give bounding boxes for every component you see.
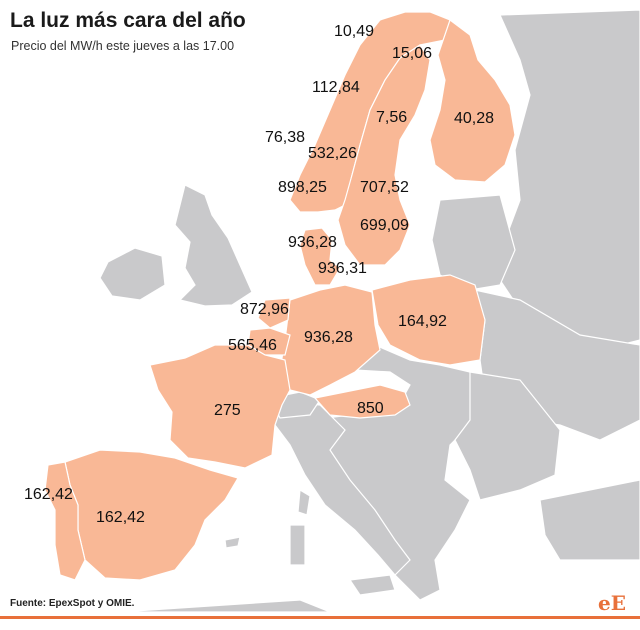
bottom-rule <box>0 616 640 619</box>
price-label-norway-south: 898,25 <box>278 179 327 196</box>
background-land <box>99 9 640 613</box>
price-label-sweden-north: 7,56 <box>376 109 408 126</box>
land-sicily <box>348 574 396 596</box>
chart-subtitle: Precio del MW/h este jueves a las 17.00 <box>11 39 235 53</box>
land-uk <box>174 184 253 307</box>
price-label-sweden-south: 707,52 <box>360 179 409 196</box>
region-portugal <box>44 461 86 581</box>
price-label-finland: 40,28 <box>454 110 495 127</box>
land-africa <box>119 599 331 613</box>
region-france <box>149 344 291 469</box>
region-spain <box>64 449 239 581</box>
price-label-norway-central: 532,26 <box>308 145 357 162</box>
land-baltics <box>431 194 516 291</box>
region-austria <box>313 384 411 419</box>
region-poland <box>371 274 486 366</box>
price-label-norway-north-a: 10,49 <box>334 23 375 40</box>
land-corsica <box>297 488 311 516</box>
chart-title: La luz más cara del año <box>10 9 246 32</box>
price-label-germany: 936,28 <box>304 329 353 346</box>
price-label-austria: 850 <box>357 400 384 417</box>
region-denmark <box>299 227 341 286</box>
region-sweden <box>337 44 431 266</box>
price-label-norway-north-b: 15,06 <box>392 45 433 62</box>
price-label-norway-mid: 112,84 <box>312 79 360 96</box>
land-balearic <box>224 536 241 549</box>
price-label-portugal: 162,42 <box>24 486 73 503</box>
region-netherlands <box>257 297 291 329</box>
price-label-belgium: 565,46 <box>228 337 277 354</box>
brand-logo: eE <box>598 591 626 615</box>
region-finland <box>429 19 516 183</box>
land-sardinia <box>289 524 306 566</box>
land-east <box>499 9 640 351</box>
land-southeast <box>454 371 561 501</box>
price-label-spain: 162,42 <box>96 509 145 526</box>
region-norway <box>289 11 451 213</box>
source-note: Fuente: EpexSpot y OMIE. <box>10 598 135 609</box>
price-label-denmark-west: 936,28 <box>288 234 337 251</box>
price-label-sweden-southmost: 699,09 <box>360 217 409 234</box>
price-label-netherlands: 872,96 <box>240 301 289 318</box>
land-italy <box>269 399 411 576</box>
price-label-norway-west: 76,38 <box>265 129 306 146</box>
price-label-denmark-east: 936,31 <box>318 260 367 277</box>
price-label-poland: 164,92 <box>398 313 447 330</box>
price-label-france: 275 <box>214 402 241 419</box>
priced-regions <box>44 11 516 581</box>
land-turkey <box>539 479 640 561</box>
land-ireland <box>99 247 166 301</box>
